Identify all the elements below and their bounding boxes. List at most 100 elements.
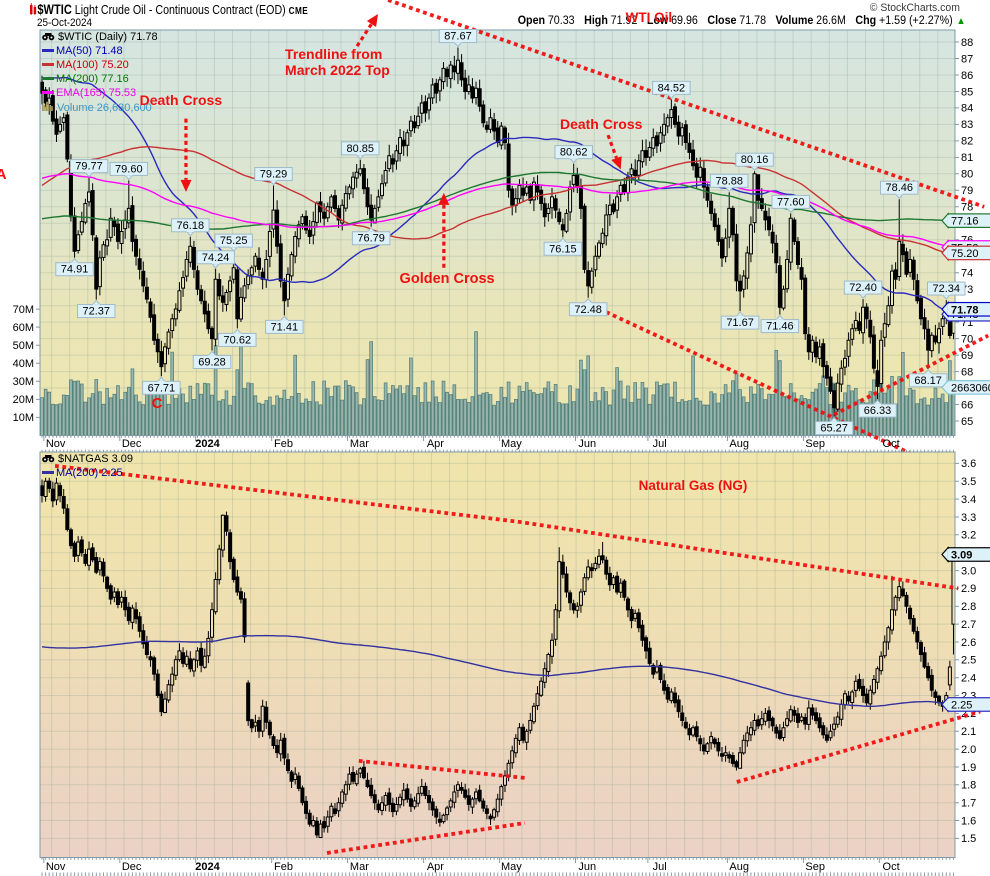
price-callout-79.77: 79.77: [69, 159, 109, 178]
price-callout-87.67: 87.67: [438, 28, 478, 48]
legend-label: MA(200) 77.16: [56, 73, 129, 85]
chart-title: $WTIC Light Crude Oil - Continuous Contr…: [30, 2, 308, 17]
price-tick-label: 83: [961, 119, 973, 131]
price-tick-label: 1.6: [961, 815, 976, 827]
ascending-from-sep-low: [833, 333, 990, 417]
bottom-cropped-tick-row: [41, 872, 954, 876]
price-tick-label: 2.5: [961, 655, 976, 667]
price-tick-label: 85: [961, 86, 973, 98]
month-label-May: May: [501, 860, 522, 873]
volume-tick-label: 50M: [13, 340, 34, 352]
price-tick-label: 79: [961, 185, 973, 197]
month-label-Mar: Mar: [349, 437, 369, 450]
low-value: 69.96: [671, 15, 699, 27]
natgas-panel: 1.51.61.71.81.92.02.12.22.32.42.52.62.72…: [39, 451, 976, 863]
month-label-Feb: Feb: [274, 860, 293, 873]
high-label: High: [584, 15, 609, 27]
price-callout-70.62: 70.62: [218, 328, 257, 347]
callout-value-text: 74.91: [61, 264, 89, 276]
wti-up-candles: [47, 59, 955, 410]
callout-value-text: 72.40: [849, 282, 877, 294]
callout-value-text: 78.88: [715, 175, 743, 187]
price-callout-71.46: 71.46: [760, 314, 800, 334]
natgas-price-axis: 1.51.61.71.81.92.02.12.22.32.42.52.62.72…: [955, 458, 976, 845]
price-callout-76.79: 76.79: [351, 226, 391, 246]
price-tick-label: 84: [961, 103, 973, 115]
month-label-Apr: Apr: [426, 437, 444, 450]
wti-volume-axis: 10M 20M 30M 40M 50M 60M 70M: [13, 304, 40, 424]
price-tick-label: 2.8: [961, 601, 976, 613]
price-tick-label: 3.4: [961, 494, 976, 506]
wti-date-ticks: [41, 435, 954, 441]
death-cross-arrow-1-head: [180, 179, 192, 192]
golden-cross-arrow-head: [438, 192, 450, 205]
volume-tick-label: 70M: [13, 304, 34, 316]
trendline-march-2022-top: [387, 0, 985, 209]
price-callout-72.34: 72.34: [927, 281, 966, 300]
month-label-Jul: Jul: [652, 437, 667, 450]
callout-value-text: 87.67: [444, 30, 472, 42]
month-label-Feb: Feb: [274, 437, 293, 450]
price-tick-label: 1.7: [961, 798, 976, 810]
ng-ascending-support: [736, 709, 981, 784]
month-label-Nov: Nov: [45, 437, 66, 450]
price-tick-label: 3.2: [961, 530, 976, 542]
price-tick-label: 2.9: [961, 583, 976, 595]
price-callout-72.48: 72.48: [568, 297, 608, 317]
price-tick-label: 69: [961, 350, 973, 362]
legend-line-swatch: [42, 471, 54, 474]
price-tick-label: 66: [961, 399, 973, 411]
price-tick-label: 1.9: [961, 762, 976, 774]
chart-style-icon: [42, 454, 55, 466]
price-tick-label: 78: [961, 202, 973, 214]
callout-value-text: 80.85: [347, 143, 375, 155]
price-callout-72.37: 72.37: [77, 299, 116, 319]
axis-box-value-text: 77.16: [951, 216, 979, 228]
wti-volume-bars: [40, 331, 955, 436]
callout-value-text: 71.67: [726, 317, 754, 329]
price-callout-71.41: 71.41: [265, 315, 304, 334]
high-value: 71.92: [611, 15, 638, 27]
red-candles-icon: [30, 3, 37, 15]
callout-value-text: 77.60: [777, 196, 805, 208]
callout-value-text: 79.29: [260, 169, 288, 181]
callout-value-text: 80.62: [560, 147, 588, 159]
axis-box-value-text: 3.09: [951, 549, 972, 561]
price-callout-78.46: 78.46: [879, 180, 919, 199]
price-callout-79.60: 79.60: [109, 161, 149, 181]
natgas-up-candles: [43, 480, 955, 838]
callout-value-text: 79.77: [75, 161, 103, 173]
wti-legend-ma100: MA(100) 75.20: [42, 59, 129, 73]
price-callout-76.18: 76.18: [171, 218, 210, 237]
legend-title-text: $NATGAS 3.09: [58, 453, 133, 465]
close-value: 71.78: [739, 15, 767, 27]
wti-price-axis: 6566676869707172737475767778798081828384…: [955, 37, 973, 428]
axis-box-value-text: 71.78: [951, 304, 979, 316]
chg-value: +1.59 (+2.27%): [879, 15, 954, 27]
price-callout-71.67: 71.67: [720, 311, 760, 330]
month-label-May: May: [501, 437, 522, 450]
callout-value-text: 76.79: [357, 233, 385, 245]
month-label-Dec: Dec: [121, 437, 142, 450]
month-label-Jun: Jun: [578, 860, 597, 873]
wti-legend-volume: Volume 26,630,600: [42, 101, 152, 115]
month-label-2024: 2024: [195, 860, 220, 873]
axis-value-box-2.25: 2.25: [941, 696, 990, 713]
legend-label: MA(100) 75.20: [56, 59, 129, 71]
price-callout-75.25: 75.25: [214, 233, 253, 252]
callout-value-text: 75.25: [220, 235, 248, 247]
ng-wedge-lower: [326, 821, 526, 855]
month-label-Dec: Dec: [121, 860, 142, 873]
axis-value-box-3.09: 3.09: [941, 546, 990, 563]
price-callout-84.52: 84.52: [652, 80, 691, 100]
volume-tick-label: 30M: [13, 376, 34, 388]
price-callout-65.27: 65.27: [814, 416, 854, 436]
price-tick-label: 3.5: [961, 476, 976, 488]
callout-value-text: 65.27: [820, 423, 848, 435]
wti-legend-title: $WTIC (Daily) 71.78: [42, 31, 158, 45]
month-label-Jul: Jul: [652, 860, 667, 873]
price-tick-label: 2.7: [961, 619, 976, 631]
month-label-Mar: Mar: [349, 860, 369, 873]
price-callout-76.15: 76.15: [543, 237, 583, 256]
